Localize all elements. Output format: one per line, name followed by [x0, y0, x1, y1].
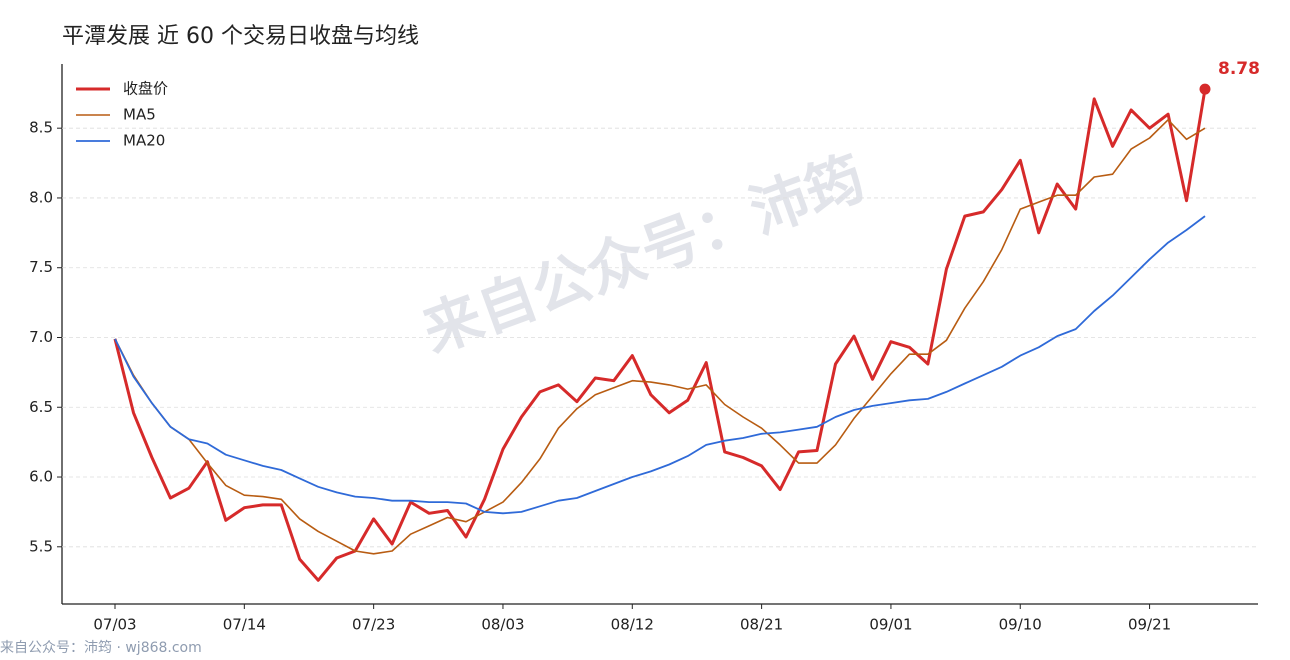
line-series [113, 88, 1207, 582]
x-tick-label: 09/10 [999, 616, 1042, 634]
legend-label: 收盘价 [123, 80, 168, 98]
y-tick-label: 6.5 [29, 398, 53, 416]
x-tick-label: 09/21 [1128, 616, 1171, 634]
y-tick-label: 5.5 [29, 537, 53, 555]
x-tick-label: 07/14 [223, 616, 266, 634]
legend-label: MA20 [123, 132, 165, 150]
footer: 来自公众号：沛筠 · wj868.com [0, 639, 202, 656]
y-tick-label: 8.0 [29, 188, 53, 206]
line-series [114, 119, 1206, 555]
x-tick-label: 07/03 [93, 616, 136, 634]
x-tick-label: 08/21 [740, 616, 783, 634]
data-label: 8.78 [1218, 59, 1260, 79]
chart-title: 平潭发展 近 60 个交易日收盘与均线 [62, 24, 419, 49]
y-tick-label: 7.5 [29, 258, 53, 276]
y-tick-label: 6.0 [29, 468, 53, 486]
x-tick-label: 07/23 [352, 616, 395, 634]
watermark: 来自公众号：沛筠 [414, 143, 873, 366]
line-series [114, 215, 1206, 515]
x-tick-label: 08/12 [611, 616, 654, 634]
y-tick-label: 7.0 [29, 328, 53, 346]
x-tick-label: 08/03 [481, 616, 524, 634]
y-tick-label: 8.5 [29, 119, 53, 137]
end-point [1199, 83, 1211, 95]
legend-label: MA5 [123, 106, 156, 124]
x-tick-label: 09/01 [869, 616, 912, 634]
